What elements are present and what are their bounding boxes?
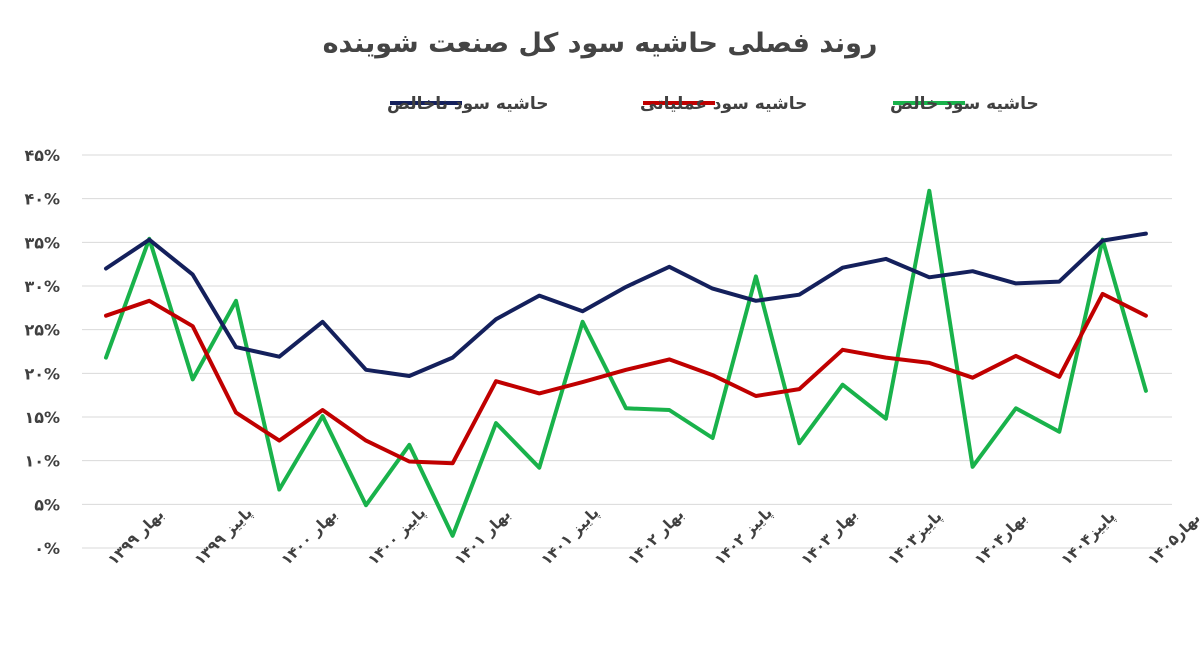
legend-label-operating: حاشیه سود عملیاتی (640, 94, 807, 114)
x-tick-label: بهار ۱۴۰۳ (797, 505, 860, 568)
legend-item-operating: حاشیه سود عملیاتی (640, 94, 807, 114)
y-tick-label: ۴۰% (24, 190, 60, 209)
gridlines (82, 154, 1172, 549)
y-tick-label: ۳۵% (24, 233, 60, 252)
x-tick-label: پاییز ۱۳۹۹ (191, 504, 257, 570)
x-tick-label: پاییز۱۴۰۴ (1057, 507, 1119, 569)
chart-title: روند فصلی حاشیه سود کل صنعت شوینده (323, 28, 878, 59)
y-tick-label: ۱۵% (24, 408, 60, 427)
series-line-net (104, 188, 1148, 538)
y-tick-label: ۲۵% (24, 321, 60, 340)
y-tick-label: ۴۵% (24, 146, 60, 165)
x-tick-label: پاییز ۱۴۰۱ (537, 504, 603, 570)
series-line-gross (104, 231, 1148, 378)
series-line-operating (104, 291, 1148, 466)
legend-label-net: حاشیه سود خالص (890, 94, 1039, 114)
legend-item-net: حاشیه سود خالص (890, 94, 1039, 114)
x-tick-label: پاییز ۱۴۰۰ (364, 504, 430, 570)
y-tick-label: ۵% (34, 495, 60, 514)
legend-item-gross: حاشیه سود ناخالص (387, 94, 549, 114)
x-tick-label: پاییز ۱۴۰۲ (711, 504, 777, 570)
x-tick-label: بهار ۱۴۰۰ (277, 505, 340, 568)
x-tick-label: بهار ۱۳۹۹ (104, 505, 167, 568)
y-tick-label: ۰% (34, 539, 60, 558)
x-tick-label: بهار۱۴۰۴ (971, 509, 1031, 569)
legend-label-gross: حاشیه سود ناخالص (387, 94, 549, 114)
x-tick-label: بهار ۱۴۰۲ (624, 505, 687, 568)
y-tick-label: ۳۰% (24, 277, 60, 296)
series-lines (104, 188, 1148, 538)
y-tick-label: ۲۰% (24, 364, 60, 383)
y-tick-label: ۱۰% (24, 452, 60, 471)
x-tick-label: بهار۱۴۰۵ (1144, 509, 1200, 569)
x-axis-ticks: بهار ۱۳۹۹ پاییز ۱۳۹۹ بهار ۱۴۰۰ پاییز ۱۴۰۰ به… (104, 504, 1200, 570)
y-axis-ticks: ۰% ۵% ۱۰% ۱۵% ۲۰% ۲۵% ۳۰% ۳۵% ۴۰% ۴۵% (24, 146, 60, 558)
x-tick-label: پاییز۱۴۰۳ (884, 507, 946, 569)
legend: حاشیه سود خالص حاشیه سود عملیاتی حاشیه س… (387, 94, 1039, 114)
